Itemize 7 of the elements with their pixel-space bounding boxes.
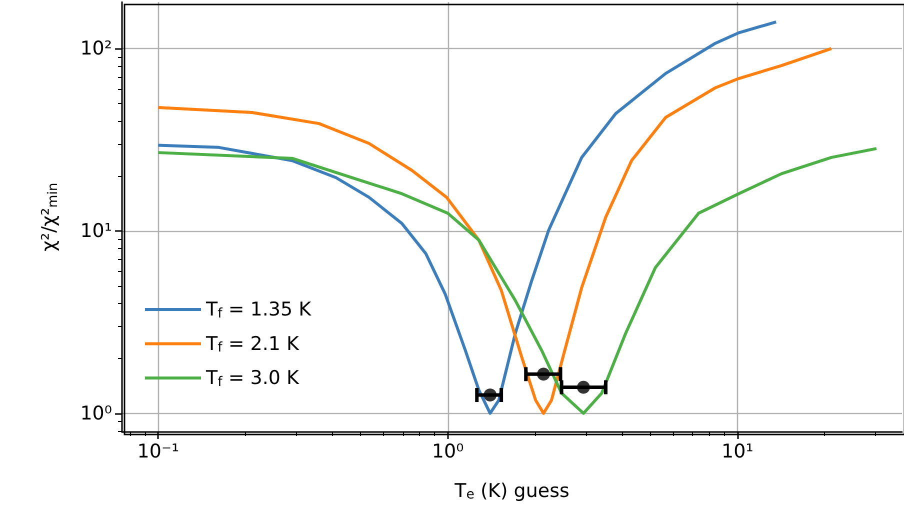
y-axis-title: χ²/χ²min [38,182,61,252]
y-tick-label: 10⁰ [80,402,112,424]
y-tick-label: 10¹ [80,220,112,242]
x-tick-label: 10¹ [722,440,754,462]
x-tick-label: 10⁻¹ [137,440,180,462]
x-tick-label: 10⁰ [432,440,464,462]
y-tick-label: 10² [80,38,112,60]
